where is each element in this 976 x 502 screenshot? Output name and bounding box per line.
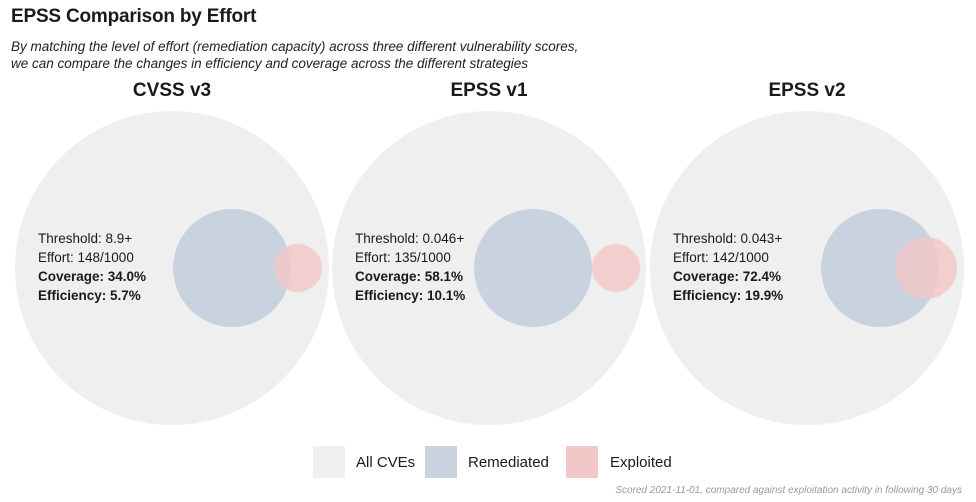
- panel-1-exploited-circle: [274, 244, 322, 292]
- legend-swatch-3: [566, 446, 598, 478]
- panel-2-threshold: Threshold: 0.046+: [355, 231, 464, 246]
- panel-2-remediated-circle: [474, 209, 592, 327]
- panel-1-coverage: Coverage: 34.0%: [38, 269, 146, 284]
- subtitle-line-2: we can compare the changes in efficiency…: [11, 56, 529, 71]
- panel-3-effort: Effort: 142/1000: [673, 250, 769, 265]
- panel-3-all-cves-circle: [650, 111, 964, 425]
- panel-3-coverage: Coverage: 72.4%: [673, 269, 781, 284]
- panel-1-threshold: Threshold: 8.9+: [38, 231, 132, 246]
- panel-1-remediated-circle: [173, 209, 291, 327]
- panel-2-efficiency: Efficiency: 10.1%: [355, 288, 465, 303]
- footnote: Scored 2021-11-01, compared against expl…: [615, 485, 962, 496]
- panel-3-remediated-circle: [821, 209, 939, 327]
- panel-1-title: CVSS v3: [133, 80, 211, 101]
- panel-1-efficiency: Efficiency: 5.7%: [38, 288, 141, 303]
- legend-swatch-2: [425, 446, 457, 478]
- panel-3-title: EPSS v2: [768, 80, 845, 101]
- subtitle-line-1: By matching the level of effort (remedia…: [11, 39, 579, 54]
- panel-2-title: EPSS v1: [450, 80, 528, 101]
- panel-1-all-cves-circle: [15, 111, 329, 425]
- panel-2-exploited-circle: [592, 244, 640, 292]
- chart-subtitle: By matching the level of effort (remedia…: [11, 38, 578, 72]
- legend-label-2: Remediated: [468, 454, 549, 471]
- legend-label-1: All CVEs: [356, 454, 415, 471]
- legend-swatch-1: [313, 446, 345, 478]
- panel-3-threshold: Threshold: 0.043+: [673, 231, 782, 246]
- legend-label-3: Exploited: [610, 454, 672, 471]
- chart-title: EPSS Comparison by Effort: [11, 6, 257, 27]
- panel-3-exploited-circle: [895, 237, 957, 299]
- panel-2-effort: Effort: 135/1000: [355, 250, 451, 265]
- panel-1-effort: Effort: 148/1000: [38, 250, 134, 265]
- panel-3-efficiency: Efficiency: 19.9%: [673, 288, 783, 303]
- panel-2-coverage: Coverage: 58.1%: [355, 269, 463, 284]
